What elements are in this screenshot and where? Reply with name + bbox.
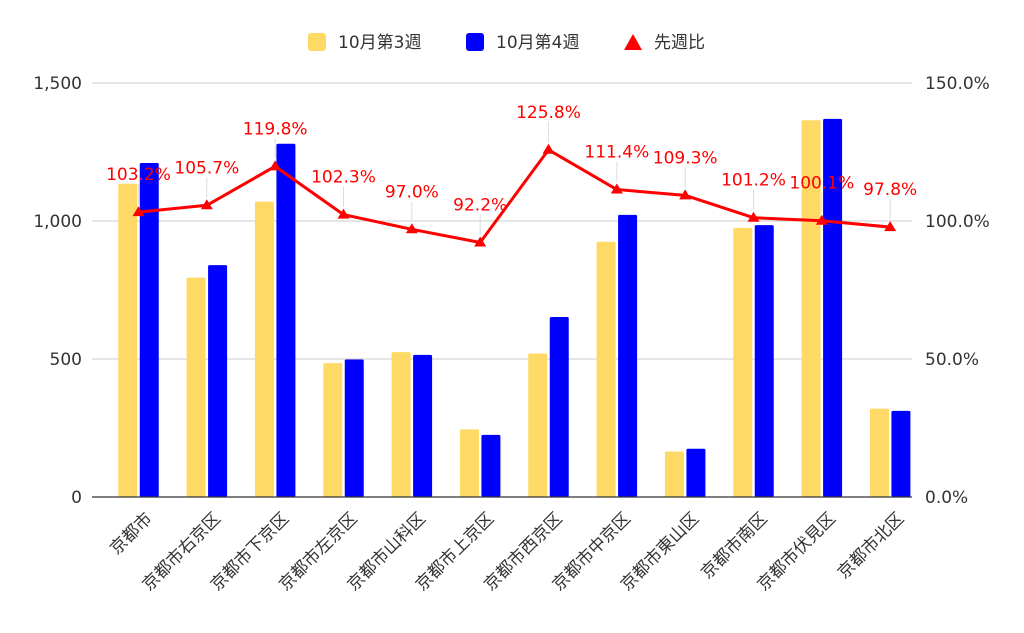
ratio-point-marker: [337, 208, 350, 219]
bar-10月第4週: [754, 225, 774, 497]
bar-10月第3週: [801, 120, 821, 497]
bar-10月第4週: [208, 265, 228, 497]
bar-10月第3週: [186, 277, 206, 497]
ratio-point-marker: [679, 189, 692, 200]
ratio-point-marker: [815, 214, 828, 225]
left-tick-label: 1,000: [33, 212, 82, 232]
ratio-labels: 103.2% 105.7%119.8% 102.3% 97.0% 92.2% 125.8%…: [106, 103, 917, 235]
x-tick-label: 京都市南区: [697, 509, 771, 583]
x-axis-labels: 京都市京都市右京区京都市下京区京都市左京区京都市山科区京都市上京区京都市西京区京…: [106, 509, 908, 595]
ratio-point-marker: [610, 183, 623, 194]
legend-label: 10月第3週: [338, 33, 421, 53]
ratio-data-label: 103.2%: [106, 165, 171, 185]
ratio-data-label: 92.2%: [453, 196, 507, 216]
right-tick-label: 100.0%: [925, 212, 990, 232]
ratio-data-label: 97.0%: [385, 182, 439, 202]
gridlines: [92, 82, 912, 360]
legend-swatch: [466, 33, 484, 51]
left-tick-label: 500: [50, 350, 82, 370]
x-tick-label: 京都市: [106, 509, 156, 559]
bar-10月第3週: [664, 451, 684, 497]
bar-10月第3週: [528, 353, 548, 497]
ratio-data-label: 119.8%: [243, 119, 308, 139]
left-axis-ticks: 0 500 1,000 1,500: [33, 74, 82, 508]
bar-10月第4週: [618, 214, 638, 498]
bar-10月第3週: [254, 201, 274, 497]
bar-10月第4週: [481, 434, 501, 497]
legend-label: 10月第4週: [496, 33, 579, 53]
ratio-data-label: 109.3%: [653, 148, 718, 168]
right-axis-ticks: 0.0% 50.0% 100.0% 150.0%: [925, 74, 990, 508]
ratio-data-label: 105.7%: [174, 158, 239, 178]
bar-10月第4週: [686, 448, 706, 497]
ratio-point-marker: [200, 199, 213, 210]
legend: 10月第3週 10月第4週 先週比: [308, 33, 705, 53]
legend-label: 先週比: [654, 33, 705, 53]
ratio-data-label: 100.1%: [789, 174, 854, 194]
bar-10月第3週: [323, 363, 343, 497]
bar-10月第4週: [413, 354, 433, 497]
ratio-data-label: 101.2%: [721, 171, 786, 191]
ratio-data-label: 125.8%: [516, 103, 581, 123]
bar-10月第3週: [118, 183, 138, 498]
ratio-data-label: 97.8%: [863, 180, 917, 200]
bar-10月第4週: [139, 163, 159, 498]
left-tick-label: 0: [71, 488, 82, 508]
ratio-point-marker: [542, 143, 555, 154]
bar-10月第3週: [391, 352, 411, 497]
ratio-point-marker: [132, 206, 145, 217]
bar-10月第4週: [823, 118, 843, 497]
ratio-data-label: 102.3%: [311, 168, 376, 188]
x-tick-label: 京都市北区: [834, 509, 908, 583]
ratio-line: [132, 143, 897, 247]
right-tick-label: 50.0%: [925, 350, 979, 370]
left-tick-label: 1,500: [33, 74, 82, 94]
legend-swatch: [308, 33, 326, 51]
bar-10月第4週: [891, 410, 911, 497]
ratio-point-marker: [884, 221, 897, 232]
legend-swatch: [624, 34, 642, 50]
bar-10月第4週: [276, 143, 296, 497]
ratio-series-line: [138, 148, 891, 245]
right-tick-label: 0.0%: [925, 488, 968, 508]
bar-10月第4週: [344, 359, 364, 497]
right-tick-label: 150.0%: [925, 74, 990, 94]
bar-10月第3週: [869, 408, 889, 497]
bar-10月第4週: [549, 317, 569, 497]
ratio-point-marker: [269, 160, 282, 171]
ratio-point-marker: [474, 236, 487, 247]
bar-10月第3週: [596, 241, 616, 497]
ratio-data-label: 111.4%: [584, 143, 649, 163]
bar-10月第3週: [733, 227, 753, 497]
bars: [118, 118, 911, 498]
bar-10月第3週: [459, 429, 479, 497]
ratio-point-marker: [747, 211, 760, 222]
ratio-point-marker: [405, 223, 418, 234]
